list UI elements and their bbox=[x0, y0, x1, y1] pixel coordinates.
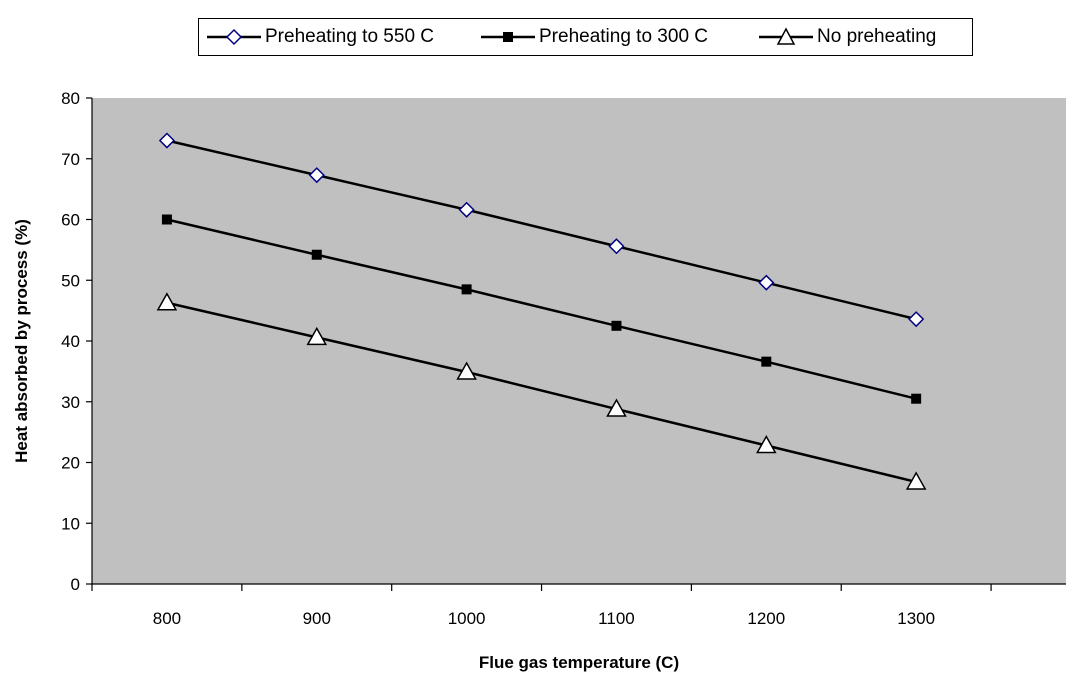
y-tick-label: 0 bbox=[71, 575, 80, 594]
data-point-diamond bbox=[458, 201, 475, 218]
square-marker-icon bbox=[481, 32, 535, 42]
y-tick-label: 80 bbox=[61, 89, 80, 108]
data-point-triangle bbox=[156, 292, 178, 311]
y-tick-label: 60 bbox=[61, 211, 80, 230]
data-point-diamond bbox=[758, 274, 775, 291]
data-point-square bbox=[461, 284, 472, 295]
y-axis-title: Heat absorbed by process (%) bbox=[12, 219, 31, 463]
data-point-diamond bbox=[608, 238, 625, 255]
legend-label-preheat-550: Preheating to 550 C bbox=[265, 26, 435, 47]
legend-item-no-preheat: No preheating bbox=[759, 19, 936, 55]
x-tick-label: 1300 bbox=[897, 609, 935, 628]
y-axis: 0 10 20 30 40 50 60 70 80 bbox=[61, 89, 93, 594]
triangle-marker-icon bbox=[759, 27, 813, 45]
series-line bbox=[166, 301, 917, 484]
data-point-triangle bbox=[606, 398, 627, 417]
y-tick-label: 40 bbox=[61, 332, 80, 351]
data-point-diamond bbox=[308, 167, 325, 184]
legend-item-preheat-300: Preheating to 300 C bbox=[481, 19, 708, 55]
series-line bbox=[166, 139, 917, 321]
series-2 bbox=[161, 214, 922, 404]
series-layer bbox=[156, 132, 927, 490]
data-point-square bbox=[761, 356, 772, 367]
x-tick-label: 1200 bbox=[747, 609, 785, 628]
data-point-triangle bbox=[905, 471, 927, 490]
data-point-diamond bbox=[158, 132, 175, 149]
legend-label-no-preheat: No preheating bbox=[817, 26, 937, 47]
y-tick-label: 70 bbox=[61, 150, 80, 169]
data-point-triangle bbox=[306, 326, 328, 346]
series-line bbox=[166, 218, 917, 400]
y-tick-label: 20 bbox=[61, 454, 80, 473]
data-point-square bbox=[611, 320, 622, 331]
data-point-diamond bbox=[908, 311, 925, 328]
data-point-square bbox=[311, 249, 322, 260]
plot-area bbox=[92, 98, 1066, 584]
data-point-triangle bbox=[756, 434, 777, 454]
data-point-triangle bbox=[456, 361, 477, 380]
y-tick-label: 50 bbox=[61, 271, 80, 290]
legend-item-preheat-550: Preheating to 550 C bbox=[207, 19, 434, 55]
chart-legend: Preheating to 550 C Preheating to 300 C … bbox=[198, 18, 973, 56]
x-axis-title: Flue gas temperature (C) bbox=[479, 653, 679, 672]
x-tick-label: 800 bbox=[153, 609, 181, 628]
x-tick-label: 1000 bbox=[448, 609, 486, 628]
legend-label-preheat-300: Preheating to 300 C bbox=[539, 26, 709, 47]
series-1 bbox=[158, 132, 925, 328]
x-tick-label: 1100 bbox=[598, 609, 635, 628]
series-3 bbox=[156, 292, 927, 490]
data-point-square bbox=[911, 393, 922, 404]
x-axis: 800 900 1000 1100 1200 1300 bbox=[91, 583, 1066, 628]
diamond-marker-icon bbox=[207, 28, 261, 46]
x-tick-label: 900 bbox=[303, 609, 331, 628]
data-point-square bbox=[161, 214, 172, 225]
y-tick-label: 10 bbox=[61, 514, 80, 533]
y-tick-label: 30 bbox=[61, 393, 80, 412]
